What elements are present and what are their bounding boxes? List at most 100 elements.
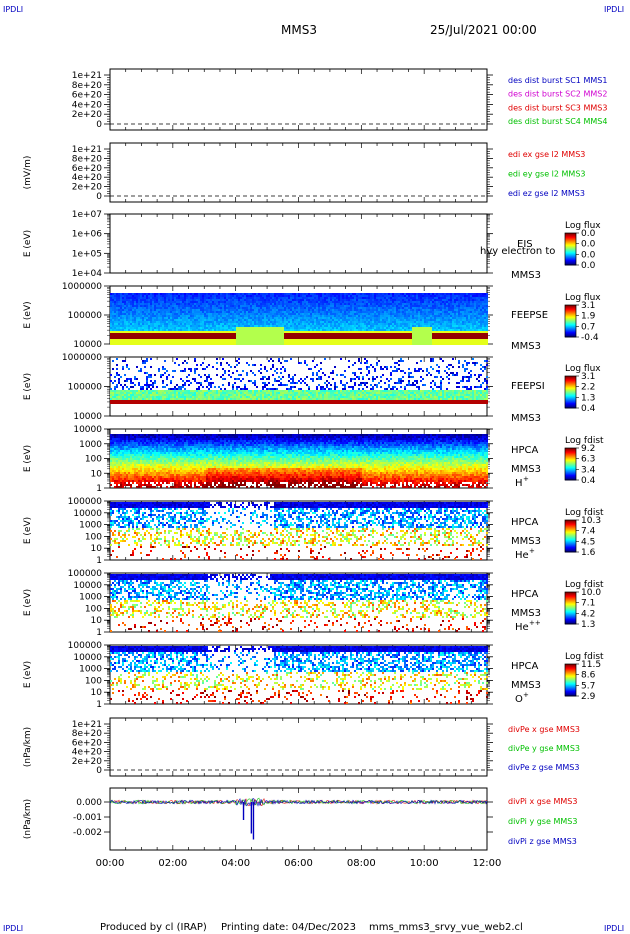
spectrogram-cell: [328, 311, 330, 313]
spectrogram-cell: [112, 299, 114, 301]
spectrogram-cell: [320, 331, 322, 333]
spectrogram-cell: [222, 343, 224, 345]
spectrogram-cell: [412, 295, 414, 297]
spectrogram-cell: [276, 321, 278, 323]
spectrogram-cell: [120, 323, 122, 325]
spectrogram-cell: [344, 303, 346, 305]
spectrogram-cell: [158, 321, 160, 323]
spectrogram-cell: [198, 321, 200, 323]
spectrogram-cell: [160, 305, 162, 307]
spectrogram-cell: [356, 337, 358, 339]
spectrogram-cell: [308, 307, 310, 309]
spectrogram-cell: [232, 339, 234, 341]
spectrogram-cell: [324, 315, 326, 317]
spectrogram-cell: [280, 311, 282, 313]
spectrogram-cell: [300, 321, 302, 323]
spectrogram-cell: [440, 323, 442, 325]
spectrogram-cell: [314, 301, 316, 303]
spectrogram-cell: [340, 317, 342, 319]
spectrogram-cell: [286, 337, 288, 339]
spectrogram-cell: [372, 321, 374, 323]
spectrogram-cell: [440, 337, 442, 339]
spectrogram-cell: [386, 341, 388, 343]
spectrogram-cell: [236, 321, 238, 323]
spectrogram-cell: [330, 339, 332, 341]
spectrogram-cell: [238, 331, 240, 333]
spectrogram-cell: [424, 323, 426, 325]
spectrogram-cell: [140, 295, 142, 297]
spectrogram-cell: [232, 335, 234, 337]
spectrogram-cell: [274, 335, 276, 337]
spectrogram-cell: [364, 327, 366, 329]
spectrogram-cell: [412, 323, 414, 325]
spectrogram-cell: [366, 329, 368, 331]
spectrogram-cell: [342, 325, 344, 327]
spectrogram-cell: [196, 325, 198, 327]
spectrogram-cell: [272, 337, 274, 339]
spectrogram-cell: [238, 333, 240, 335]
spectrogram-cell: [308, 327, 310, 329]
spectrogram-cell: [432, 315, 434, 317]
spectrogram-cell: [382, 325, 384, 327]
spectrogram-cell: [390, 301, 392, 303]
spectrogram-cell: [266, 305, 268, 307]
spectrogram-cell: [310, 307, 312, 309]
spectrogram-cell: [368, 319, 370, 321]
spectrogram-cell: [400, 307, 402, 309]
colorbar-segment: [565, 260, 576, 262]
spectrogram-cell: [398, 339, 400, 341]
spectrogram-cell: [234, 295, 236, 297]
spectrogram-cell: [334, 325, 336, 327]
spectrogram-cell: [456, 313, 458, 315]
spectrogram-cell: [442, 331, 444, 333]
spectrogram-cell: [444, 315, 446, 317]
spectrogram-cell: [418, 313, 420, 315]
spectrogram-cell: [194, 341, 196, 343]
spectrogram-cell: [164, 295, 166, 297]
spectrogram-cell: [352, 343, 354, 345]
spectrogram-cell: [250, 313, 252, 315]
spectrogram-cell: [234, 335, 236, 337]
spectrogram-cell: [358, 327, 360, 329]
spectrogram-cell: [308, 339, 310, 341]
spectrogram-cell: [132, 315, 134, 317]
spectrogram-cell: [192, 327, 194, 329]
spectrogram-cell: [218, 321, 220, 323]
spectrogram-cell: [372, 341, 374, 343]
spectrogram-cell: [256, 331, 258, 333]
spectrogram-cell: [398, 323, 400, 325]
spectrogram-cell: [310, 323, 312, 325]
spectrogram-cell: [330, 307, 332, 309]
spectrogram-cell: [302, 331, 304, 333]
spectrogram-cell: [174, 331, 176, 333]
spectrogram-cell: [398, 301, 400, 303]
spectrogram-cell: [128, 311, 130, 313]
spectrogram-cell: [358, 301, 360, 303]
spectrogram-cell: [250, 303, 252, 305]
spectrogram-cell: [436, 343, 438, 345]
spectrogram-cell: [298, 315, 300, 317]
spectrogram-cell: [396, 317, 398, 319]
spectrogram-cell: [160, 309, 162, 311]
spectrogram-cell: [340, 293, 342, 295]
spectrogram-cell: [296, 325, 298, 327]
spectrogram-cell: [182, 301, 184, 303]
spectrogram-cell: [310, 299, 312, 301]
spectrogram-cell: [358, 299, 360, 301]
spectrogram-cell: [182, 337, 184, 339]
spectrogram-cell: [204, 305, 206, 307]
spectrogram-cell: [416, 343, 418, 345]
spectrogram-cell: [226, 341, 228, 343]
spectrogram-cell: [202, 325, 204, 327]
spectrogram-cell: [180, 319, 182, 321]
spectrogram-cell: [198, 343, 200, 345]
spectrogram-cell: [204, 309, 206, 311]
spectrogram-cell: [214, 333, 216, 335]
spectrogram-cell: [130, 299, 132, 301]
spectrogram-cell: [326, 309, 328, 311]
spectrogram-cell: [246, 315, 248, 317]
spectrogram-cell: [162, 305, 164, 307]
spectrogram-cell: [300, 313, 302, 315]
spectrogram-cell: [174, 295, 176, 297]
spectrogram-cell: [258, 337, 260, 339]
